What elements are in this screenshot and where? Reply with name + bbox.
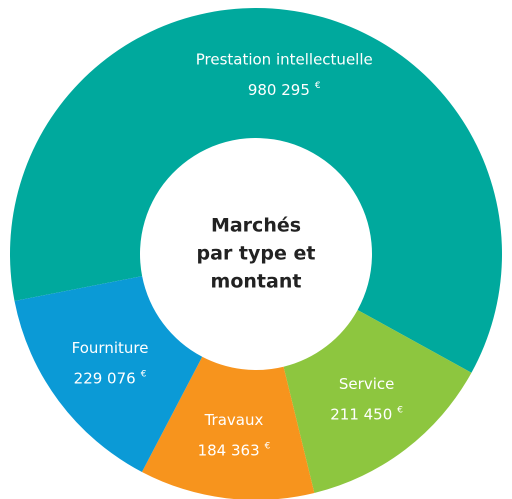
value-unit: € [397, 405, 403, 415]
value-number: 980 295 [248, 81, 310, 99]
segment-label: Fourniture [72, 339, 149, 357]
value-unit: € [265, 441, 271, 451]
donut-segment [141, 356, 315, 499]
segment-label: Prestation intellectuelle [196, 51, 373, 69]
donut-segment [14, 276, 203, 472]
value-unit: € [141, 369, 147, 379]
value-label: 229 076 € [74, 369, 147, 387]
value-number: 211 450 [330, 405, 392, 423]
value-unit: € [315, 81, 321, 91]
chart-title: Marchés [211, 215, 301, 237]
donut-segment [283, 309, 472, 493]
value-label: 184 363 € [198, 441, 271, 459]
value-number: 184 363 [198, 441, 260, 459]
value-label: 980 295 € [248, 81, 321, 99]
segment-label: Travaux [204, 411, 264, 429]
chart-title: montant [211, 271, 302, 293]
value-number: 229 076 [74, 369, 136, 387]
donut-segment [9, 7, 503, 373]
chart-title: par type et [197, 243, 316, 265]
value-label: 211 450 € [330, 405, 403, 423]
segment-label: Service [339, 375, 394, 393]
